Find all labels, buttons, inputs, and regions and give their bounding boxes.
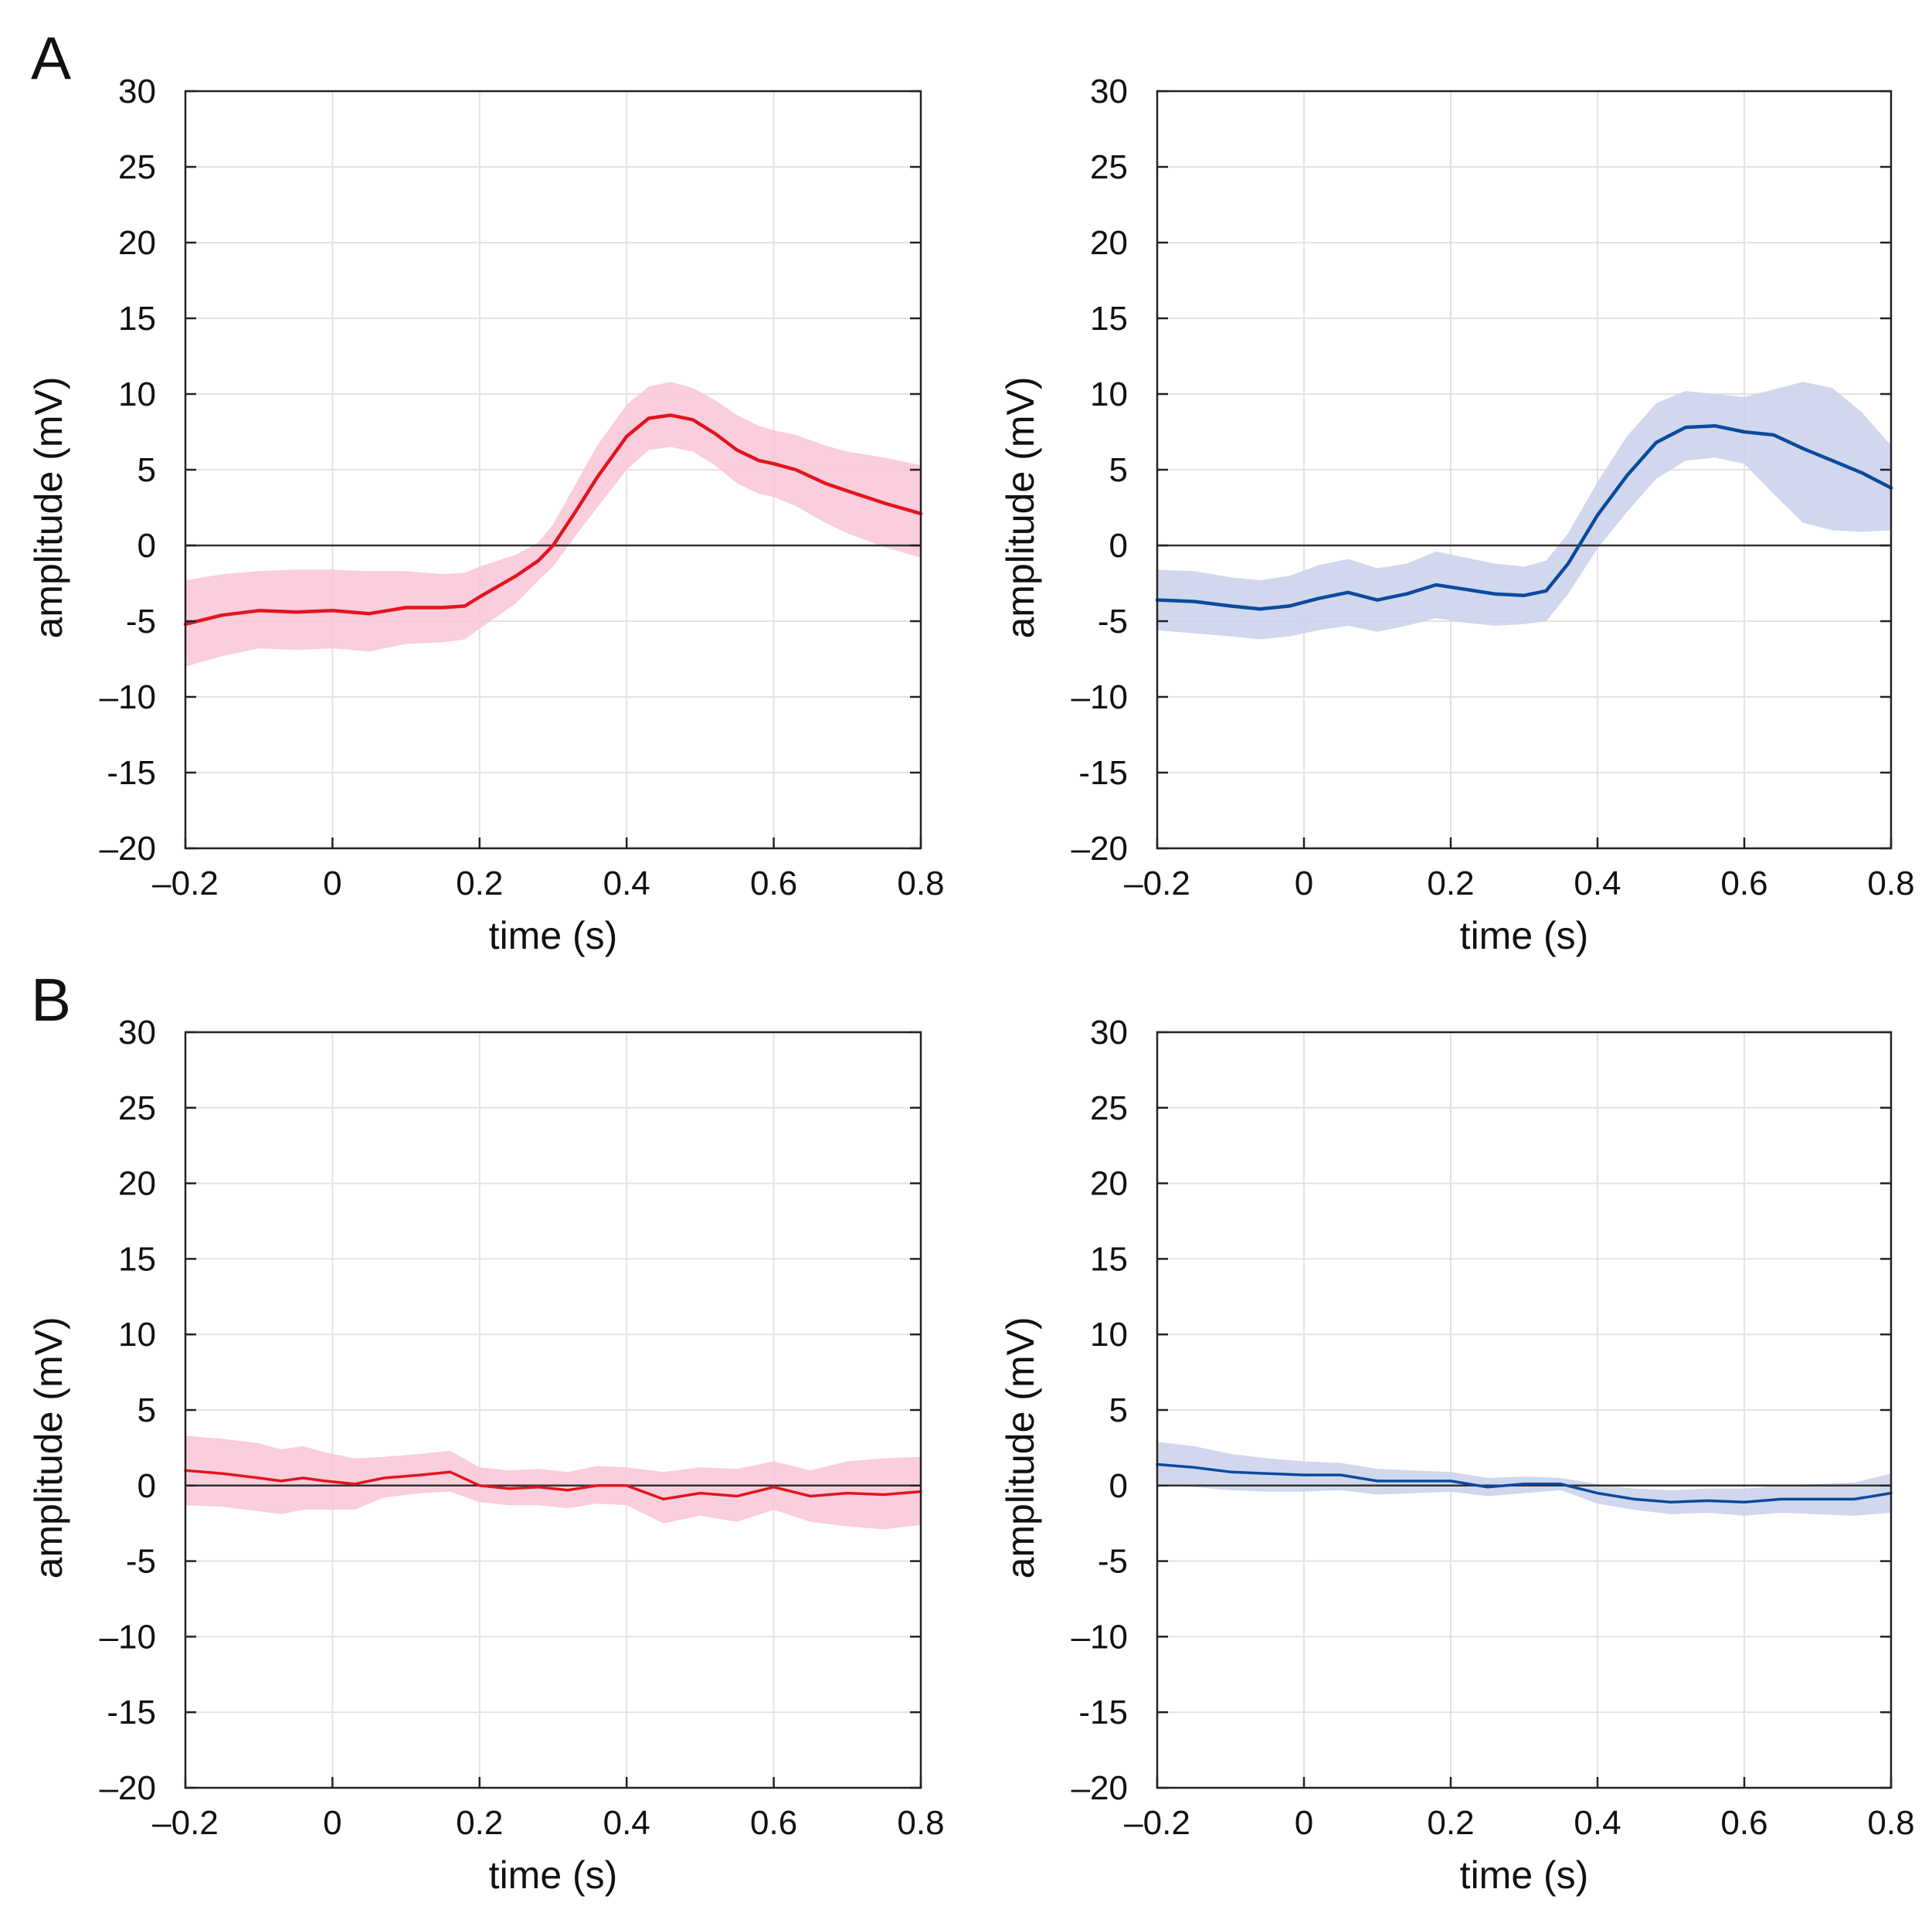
panel-a-right-xtick-label: 0.8	[1867, 865, 1914, 902]
panel-a-left-ytick-label: 0	[138, 527, 156, 565]
panel-a-right-xtick-label: 0.6	[1720, 865, 1767, 902]
panel-a-right-xtick-label: 0.4	[1574, 865, 1621, 902]
panel-a-left-xtick-label: 0.2	[456, 865, 503, 902]
panel-b-right-plot: 30 25 20 15 10 5 0 -5 –10 -15 –20–0.2 0 0.2 0.4 0.6 0.8…	[999, 1014, 1915, 1897]
panel-a-left-ytick-label: 5	[138, 451, 156, 489]
panel-b-left-xtick-label: 0.2	[456, 1804, 503, 1842]
panel-a-left-xtick-label: 0	[323, 865, 341, 902]
panel-b-right-ytick-label: 25	[1090, 1089, 1128, 1127]
panel-a-left-ytick-label: –10	[100, 678, 156, 716]
panel-b-right-ytick-label: 15	[1090, 1240, 1128, 1278]
panel-b-left-xtick-label: 0.8	[897, 1804, 944, 1842]
panel-a-left-xlabel: time (s)	[489, 914, 618, 957]
panel-label-b: B	[31, 966, 72, 1034]
panel-b-right-xtick-label: 0	[1295, 1804, 1313, 1842]
panel-a-left-ytick-label: –20	[100, 830, 156, 868]
panel-a-right-ytick-label: 5	[1109, 451, 1128, 489]
panel-b-right-mean-line	[1156, 1463, 1893, 1504]
panel-a-left-ytick-label: -15	[107, 754, 156, 792]
panel-a-right-xlabel: time (s)	[1460, 914, 1589, 957]
panel-a-right-ytick-label: 10	[1090, 375, 1128, 413]
panel-a-left-xtick-label: 0.6	[750, 865, 797, 902]
panel-a-left-xtick-label: –0.2	[152, 865, 219, 902]
panel-b-right-ytick-label: 20	[1090, 1165, 1128, 1203]
panel-a-left-ytick-label: 25	[118, 148, 156, 186]
panel-a-right-xtick-label: 0.2	[1427, 865, 1474, 902]
panel-b-right-confidence-band	[1157, 1442, 1891, 1516]
panel-b-left-ytick-label: 10	[118, 1316, 156, 1354]
panel-b-right-ytick-label: -15	[1078, 1694, 1128, 1731]
panel-a-right-xtick-label: 0	[1295, 865, 1313, 902]
panel-a-right-ytick-label: 15	[1090, 300, 1128, 338]
panel-b-left-xlabel: time (s)	[489, 1853, 618, 1897]
panel-b-right-ytick-label: -5	[1098, 1543, 1128, 1581]
panel-a-right-ytick-label: -5	[1098, 603, 1128, 640]
panel-a-right-ytick-label: 20	[1090, 224, 1128, 262]
panel-b-left-ytick-label: 15	[118, 1240, 156, 1278]
panel-a-right-ytick-label: 25	[1090, 148, 1128, 186]
panel-b-left-ytick-label: 25	[118, 1089, 156, 1127]
panel-a-left-ytick-label: 30	[118, 73, 156, 110]
panel-a-right-ytick-label: –20	[1071, 830, 1128, 868]
panel-a-left-ytick-label: 15	[118, 300, 156, 338]
panel-b-left-ytick-label: 30	[118, 1014, 156, 1052]
panel-a-left-ytick-label: -5	[126, 603, 156, 640]
panel-b-left-ytick-label: 5	[138, 1391, 156, 1429]
panel-b-right-xtick-label: 0.2	[1427, 1804, 1474, 1842]
panel-a-left-xtick-label: 0.8	[897, 865, 944, 902]
panel-b-right-ytick-label: –10	[1071, 1618, 1128, 1656]
panel-b-left-ytick-label: 0	[138, 1467, 156, 1505]
panel-a-left-plot: 30 25 20 15 10 5 0 -5 –10 -15 –20–0.2 0 0.2 0.4 0.6 0.8…	[27, 73, 945, 957]
panel-a-right-ytick-label: 0	[1109, 527, 1128, 565]
panel-b-right-ytick-label: 0	[1109, 1467, 1128, 1505]
panel-label-a: A	[31, 24, 72, 92]
panel-a-left-ytick-label: 20	[118, 224, 156, 262]
panel-b-right-xtick-label: –0.2	[1124, 1804, 1190, 1842]
panel-a-left-ylabel: amplitude (mV)	[27, 377, 70, 639]
panel-b-left-xtick-label: 0	[323, 1804, 341, 1842]
panel-a-right-ytick-label: –10	[1071, 678, 1128, 716]
panel-b-left-ytick-label: -15	[107, 1694, 156, 1731]
panel-b-left-plot: 30 25 20 15 10 5 0 -5 –10 -15 –20–0.2 0 0.2 0.4 0.6 0.8…	[27, 1014, 945, 1897]
panel-b-left-ylabel: amplitude (mV)	[27, 1317, 70, 1578]
panel-b-right-ylabel: amplitude (mV)	[999, 1317, 1042, 1578]
panel-b-right-xtick-label: 0.8	[1867, 1804, 1914, 1842]
panel-a-right-plot: 30 25 20 15 10 5 0 -5 –10 -15 –20–0.2 0 0.2 0.4 0.6 0.8…	[999, 73, 1915, 957]
panel-b-left-confidence-band	[185, 1435, 921, 1530]
panel-b-right-xlabel: time (s)	[1460, 1853, 1589, 1897]
panel-b-right-ytick-label: –20	[1071, 1769, 1128, 1807]
panel-b-left-xtick-label: –0.2	[152, 1804, 219, 1842]
panel-b-right-ytick-label: 10	[1090, 1316, 1128, 1354]
panel-b-left-ytick-label: 20	[118, 1165, 156, 1203]
panel-b-right-xtick-label: 0.6	[1720, 1804, 1767, 1842]
panel-b-left-xtick-label: 0.6	[750, 1804, 797, 1842]
panel-a-right-ytick-label: -15	[1078, 754, 1128, 792]
panel-b-left-ytick-label: –10	[100, 1618, 156, 1656]
panel-b-left-ytick-label: –20	[100, 1769, 156, 1807]
panel-b-right-ytick-label: 5	[1109, 1391, 1128, 1429]
panel-b-left-mean-line	[184, 1469, 922, 1501]
panel-b-left-xtick-label: 0.4	[603, 1804, 650, 1842]
panel-b-left-ytick-label: -5	[126, 1543, 156, 1581]
panel-a-left-xtick-label: 0.4	[603, 865, 650, 902]
panel-a-left-confidence-band	[185, 382, 921, 667]
panel-a-right-ytick-label: 30	[1090, 73, 1128, 110]
panel-b-right-xtick-label: 0.4	[1574, 1804, 1621, 1842]
panel-a-right-mean-line	[1155, 423, 1893, 611]
panel-a-left-ytick-label: 10	[118, 375, 156, 413]
panel-b-right-ytick-label: 30	[1090, 1014, 1128, 1052]
panel-a-right-ylabel: amplitude (mV)	[999, 377, 1042, 639]
panel-a-left-mean-line	[183, 413, 923, 627]
panel-a-right-xtick-label: –0.2	[1124, 865, 1190, 902]
panel-a-right-confidence-band	[1157, 382, 1891, 640]
